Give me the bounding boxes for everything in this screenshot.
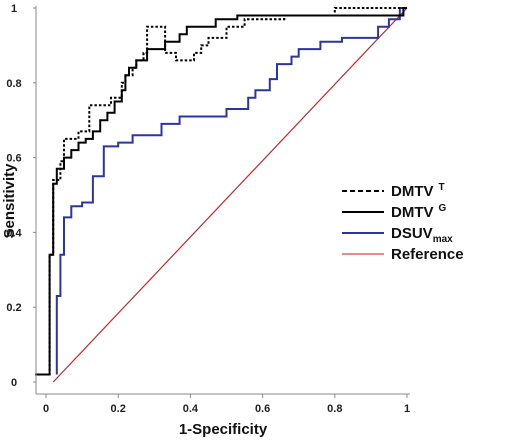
x-tick-label: 0.4 [183,403,199,415]
axes [35,6,410,395]
x-tick-label: 0.2 [111,403,126,415]
series-line-dmtvt [35,7,407,376]
legend-label-dmtvt: DMTV T [391,182,445,200]
x-tick-label: 0.6 [255,403,270,415]
plot-lines [35,7,408,383]
series-line-reference [52,7,408,383]
legend-label-reference: Reference [391,246,464,263]
x-axis-ticks: 0 0.2 0.4 0.6 0.8 1 [43,394,410,415]
y-axis-label: Sensitivity [1,163,18,239]
legend-label-dmtvg: DMTV G [391,203,447,221]
y-tick-label: 0.8 [6,78,21,90]
x-axis-label: 1-Specificity [179,421,268,438]
legend-label-dsuvmax: DSUVmax [391,225,453,245]
y-tick-label: 0.4 [6,227,22,239]
x-tick-label: 0.8 [327,403,342,415]
series-line-dsuvmax [55,7,407,375]
series-line-dmtvg [35,7,407,376]
x-tick-label: 1 [404,403,410,415]
y-tick-label: 1 [11,3,17,15]
y-tick-label: 0 [11,377,17,389]
y-tick-label: 0.2 [6,302,21,314]
y-tick-label: 0.6 [6,153,21,165]
x-tick-label: 0 [43,403,49,415]
y-axis-ticks: 0 0.2 0.4 0.6 0.8 1 [6,3,36,389]
